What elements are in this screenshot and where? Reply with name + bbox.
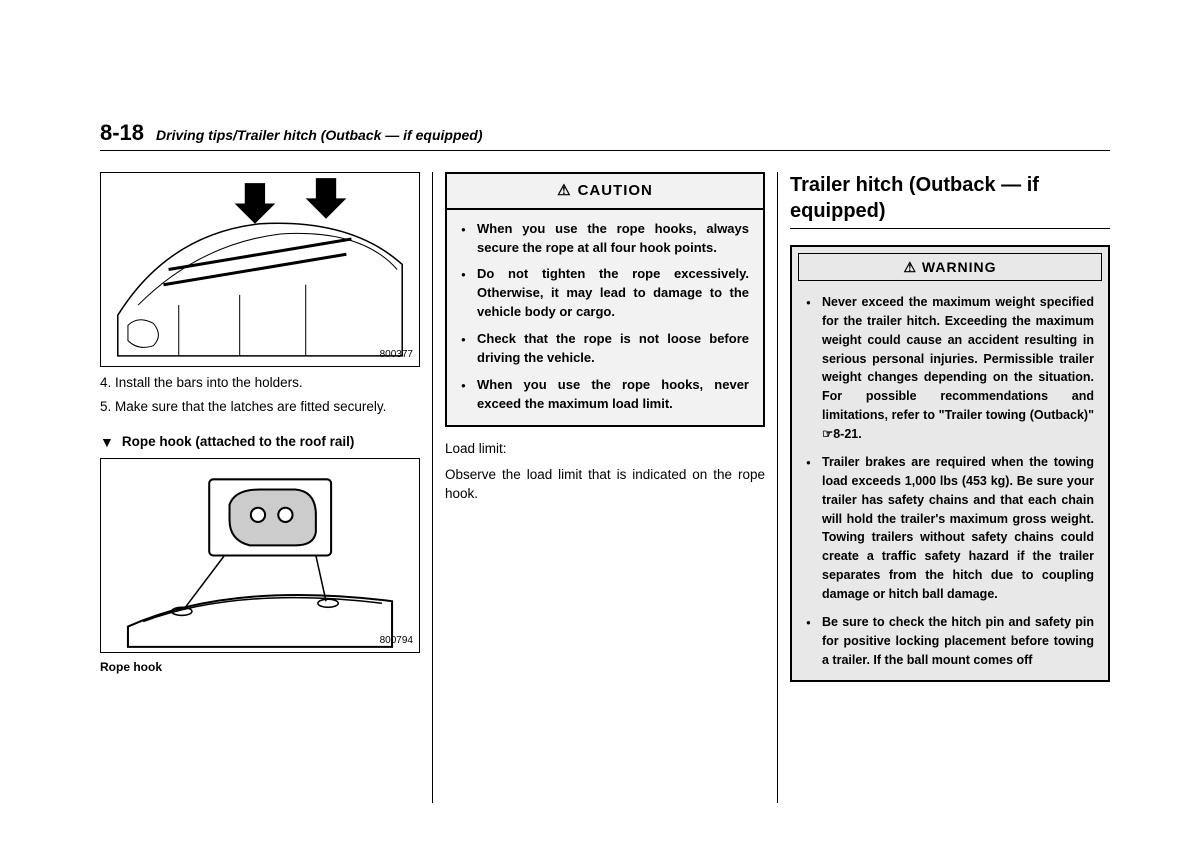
caution-title: ⚠ CAUTION	[447, 174, 763, 210]
warning-body: Never exceed the maximum weight specifie…	[792, 287, 1108, 679]
caution-list: When you use the rope hooks, always secu…	[461, 220, 749, 414]
content-columns: 800377 4. Install the bars into the hold…	[100, 172, 1110, 803]
warning-item: Be sure to check the hitch pin and safet…	[806, 613, 1094, 669]
caution-item: Do not tighten the rope excessively. Oth…	[461, 265, 749, 322]
roof-rail-illustration	[101, 173, 419, 366]
section-rule	[790, 228, 1110, 229]
caution-label: CAUTION	[578, 182, 653, 199]
load-limit-text: Observe the load limit that is indicated…	[445, 465, 765, 504]
breadcrumb: Driving tips/Trailer hitch (Outback — if…	[156, 127, 482, 143]
warning-box: ⚠ WARNING Never exceed the maximum weigh…	[790, 245, 1110, 682]
caution-item: When you use the rope hooks, always secu…	[461, 220, 749, 258]
caution-item: Check that the rope is not loose before …	[461, 330, 749, 368]
warning-icon: ⚠	[557, 180, 571, 202]
page-number: 8-18	[100, 120, 144, 146]
page-header: 8-18 Driving tips/Trailer hitch (Outback…	[100, 120, 483, 146]
warning-icon: ⚠	[903, 259, 917, 275]
figure-caption: Rope hook	[100, 659, 420, 676]
column-2: ⚠ CAUTION When you use the rope hooks, al…	[433, 172, 777, 803]
warning-title: ⚠ WARNING	[798, 253, 1102, 281]
column-3: Trailer hitch (Outback — if equipped) ⚠ …	[778, 172, 1110, 803]
section-title: Trailer hitch (Outback — if equipped)	[790, 172, 1110, 224]
figure-id: 800377	[380, 348, 413, 363]
caution-body: When you use the rope hooks, always secu…	[447, 210, 763, 426]
warning-list: Never exceed the maximum weight specifie…	[806, 293, 1094, 669]
rope-hook-illustration	[101, 459, 419, 652]
column-1: 800377 4. Install the bars into the hold…	[100, 172, 432, 803]
figure-id: 800794	[380, 634, 413, 649]
warning-item: Trailer brakes are required when the tow…	[806, 453, 1094, 603]
manual-page: 8-18 Driving tips/Trailer hitch (Outback…	[0, 0, 1200, 863]
header-rule	[100, 150, 1110, 151]
warning-item: Never exceed the maximum weight specifie…	[806, 293, 1094, 443]
subhead-label: Rope hook (attached to the roof rail)	[122, 432, 355, 452]
triangle-icon: ▼	[100, 432, 114, 452]
step-4: 4. Install the bars into the holders.	[100, 373, 420, 393]
warning-label: WARNING	[922, 259, 997, 275]
load-limit-label: Load limit:	[445, 439, 765, 459]
figure-roof-rail-install: 800377	[100, 172, 420, 367]
figure-rope-hook: 800794	[100, 458, 420, 653]
caution-item: When you use the rope hooks, never excee…	[461, 376, 749, 414]
step-5: 5. Make sure that the latches are fitted…	[100, 397, 420, 417]
rope-hook-subhead: ▼ Rope hook (attached to the roof rail)	[100, 432, 420, 452]
caution-box: ⚠ CAUTION When you use the rope hooks, al…	[445, 172, 765, 427]
